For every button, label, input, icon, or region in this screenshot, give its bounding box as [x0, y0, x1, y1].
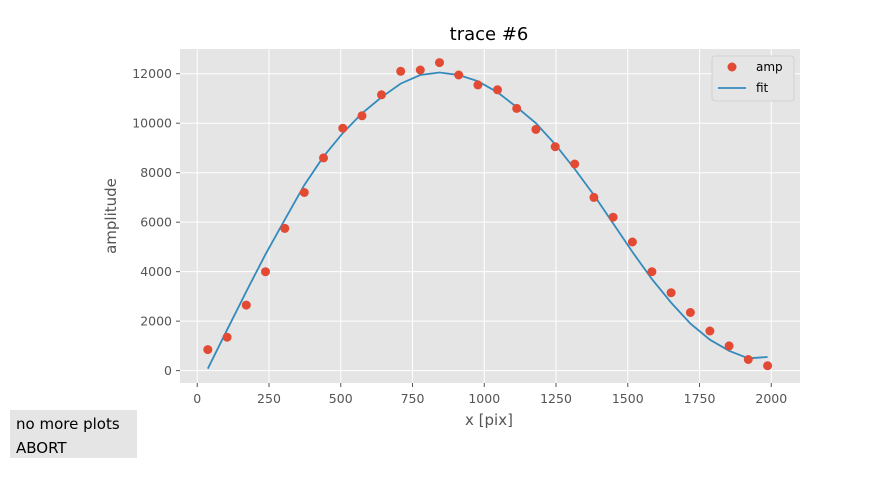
series-layer: [203, 58, 773, 371]
amp-point: [241, 300, 251, 310]
y-tick-label: 10000: [132, 116, 172, 131]
x-tick-label: 1250: [540, 391, 572, 406]
amp-point: [743, 355, 753, 364]
x-tick-label: 1000: [468, 391, 500, 406]
plot-area: [180, 49, 800, 383]
x-tick-label: 250: [257, 391, 281, 406]
x-tick-label: 0: [193, 391, 201, 406]
amp-point: [299, 188, 309, 197]
amp-point: [627, 237, 637, 247]
amp-point: [589, 192, 599, 202]
y-tick-label: 4000: [140, 264, 172, 279]
y-tick-label: 6000: [140, 215, 172, 230]
legend-amp-marker: [727, 62, 737, 72]
amp-point: [724, 341, 734, 351]
amp-point: [647, 267, 657, 277]
legend-amp-label: amp: [756, 60, 783, 74]
amp-point: [338, 123, 348, 133]
amp-point: [454, 70, 464, 80]
amp-point: [763, 361, 773, 371]
amp-point: [377, 90, 386, 100]
amp-point: [493, 85, 502, 95]
status-message: no more plots: [16, 415, 120, 433]
amp-point: [222, 332, 232, 342]
amp-point: [550, 142, 560, 152]
x-axis-ticks: 0 250 500 750 1000 1250 1500 1750 2000: [193, 383, 787, 406]
y-axis-label: amplitude: [102, 178, 120, 254]
amp-point: [666, 288, 676, 298]
amp-point: [319, 153, 328, 163]
y-tick-label: 8000: [140, 165, 172, 180]
amp-point: [570, 159, 580, 169]
amp-point: [280, 223, 290, 233]
amp-point: [357, 111, 367, 121]
grid-lines: [180, 49, 800, 383]
amp-point: [203, 345, 213, 355]
chart-title: trace #6: [450, 24, 529, 45]
amp-point: [473, 80, 483, 90]
amp-point: [415, 65, 425, 75]
amp-point: [685, 308, 695, 317]
x-tick-label: 1500: [612, 391, 644, 406]
y-tick-label: 2000: [140, 314, 172, 329]
x-tick-label: 1750: [684, 391, 716, 406]
x-tick-label: 500: [329, 391, 353, 406]
x-axis-label: x [pix]: [465, 411, 513, 429]
amp-point: [261, 267, 270, 277]
legend: amp fit: [711, 55, 795, 102]
legend-fit-label: fit: [756, 81, 769, 95]
amp-point: [396, 66, 406, 76]
y-axis-ticks: 0 2000 4000 6000 8000 10000 12000: [132, 66, 180, 378]
status-panel: no more plots ABORT: [10, 410, 137, 458]
amp-point: [435, 58, 444, 68]
y-tick-label: 12000: [132, 66, 172, 81]
amp-point: [512, 103, 522, 113]
amp-point: [608, 212, 618, 222]
amp-point: [531, 124, 541, 134]
x-tick-label: 750: [401, 391, 425, 406]
amp-point: [705, 326, 715, 336]
y-tick-label: 0: [164, 363, 172, 378]
abort-button[interactable]: ABORT: [16, 439, 67, 457]
x-tick-label: 2000: [755, 391, 787, 406]
